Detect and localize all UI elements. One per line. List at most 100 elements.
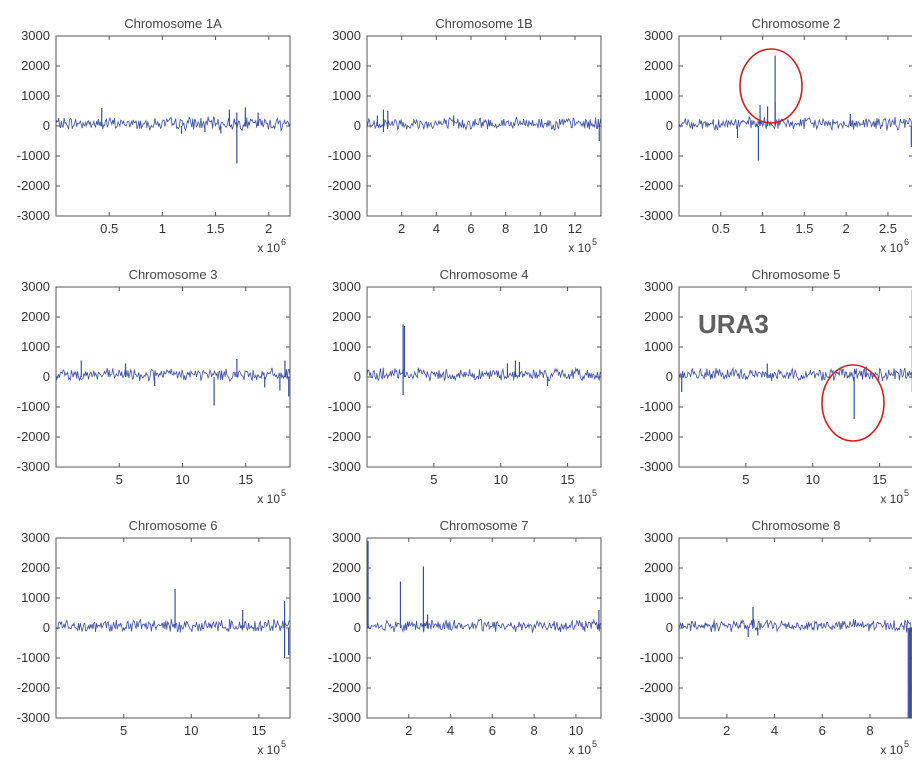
y-tick-label: 1000 bbox=[21, 339, 50, 354]
x-tick-label: 2 bbox=[843, 221, 850, 236]
y-tick-label: 3000 bbox=[21, 279, 50, 294]
y-tick-label: -2000 bbox=[17, 680, 50, 695]
y-tick-label: 1000 bbox=[332, 339, 361, 354]
x-axis-multiplier: x 10 6 bbox=[257, 237, 286, 255]
y-tick-label: 2000 bbox=[332, 309, 361, 324]
x-axis-multiplier: x 10 5 bbox=[880, 739, 909, 757]
y-tick-label: 3000 bbox=[332, 28, 361, 43]
y-tick-label: 1000 bbox=[332, 590, 361, 605]
chromosome-panel-3: Chromosome 2 -3000 -2000 -1000 0 1000 2000 3000… bbox=[640, 16, 912, 255]
y-tick-label: -1000 bbox=[640, 399, 673, 414]
y-tick-label: 0 bbox=[666, 620, 673, 635]
y-tick-label: -1000 bbox=[17, 148, 50, 163]
y-tick-label: -2000 bbox=[640, 429, 673, 444]
x-tick-label: 0.5 bbox=[100, 221, 118, 236]
y-tick-label: -1000 bbox=[328, 399, 361, 414]
x-tick-label: 5 bbox=[120, 723, 127, 738]
signal-trace bbox=[678, 116, 912, 132]
y-tick-label: 0 bbox=[666, 369, 673, 384]
y-tick-label: 2000 bbox=[21, 309, 50, 324]
chromosome-panel-6: Chromosome 5 -3000 -2000 -1000 0 1000 2000 3000… bbox=[640, 267, 912, 506]
highlight-circle bbox=[821, 364, 885, 442]
y-tick-label: 2000 bbox=[644, 560, 673, 575]
multiplier-base: x 10 bbox=[880, 743, 903, 757]
x-tick-label: 10 bbox=[533, 221, 547, 236]
x-tick-label: 15 bbox=[872, 472, 886, 487]
y-tick-label: -3000 bbox=[17, 208, 50, 223]
panel-title: Chromosome 6 bbox=[129, 518, 218, 533]
y-tick-label: 3000 bbox=[332, 530, 361, 545]
multiplier-exponent: 5 bbox=[281, 739, 286, 749]
y-tick-label: -2000 bbox=[328, 429, 361, 444]
multiplier-base: x 10 bbox=[257, 743, 280, 757]
multiplier-exponent: 5 bbox=[281, 488, 286, 498]
multiplier-base: x 10 bbox=[257, 492, 280, 506]
chromosome-panel-2: Chromosome 1B -3000 -2000 -1000 0 1000 2000 300… bbox=[328, 16, 602, 255]
x-tick-label: 15 bbox=[560, 472, 574, 487]
x-tick-label: 2.5 bbox=[879, 221, 897, 236]
y-tick-label: 2000 bbox=[644, 58, 673, 73]
panel-title: Chromosome 1A bbox=[124, 16, 222, 31]
y-tick-label: -1000 bbox=[328, 650, 361, 665]
y-tick-label: -3000 bbox=[328, 208, 361, 223]
y-tick-label: -1000 bbox=[640, 650, 673, 665]
x-tick-label: 4 bbox=[447, 723, 454, 738]
y-tick-label: 1000 bbox=[644, 590, 673, 605]
x-axis-multiplier: x 10 5 bbox=[568, 237, 597, 255]
multiplier-exponent: 5 bbox=[592, 237, 597, 247]
x-tick-label: 5 bbox=[116, 472, 123, 487]
y-tick-label: -3000 bbox=[328, 710, 361, 725]
x-tick-label: 6 bbox=[489, 723, 496, 738]
x-axis-multiplier: x 10 5 bbox=[568, 488, 597, 506]
panel-title: Chromosome 7 bbox=[440, 518, 529, 533]
y-tick-label: 3000 bbox=[644, 28, 673, 43]
multiplier-base: x 10 bbox=[568, 241, 591, 255]
y-tick-label: 1000 bbox=[644, 339, 673, 354]
x-axis-multiplier: x 10 5 bbox=[257, 739, 286, 757]
y-tick-label: 3000 bbox=[644, 279, 673, 294]
y-tick-label: -2000 bbox=[17, 429, 50, 444]
y-tick-label: -3000 bbox=[328, 459, 361, 474]
multiplier-base: x 10 bbox=[880, 492, 903, 506]
x-tick-label: 8 bbox=[502, 221, 509, 236]
x-tick-label: 10 bbox=[493, 472, 507, 487]
x-tick-label: 10 bbox=[569, 723, 583, 738]
y-tick-label: -3000 bbox=[17, 710, 50, 725]
y-tick-label: 3000 bbox=[644, 530, 673, 545]
signal-trace bbox=[55, 116, 291, 132]
y-tick-label: -2000 bbox=[328, 680, 361, 695]
multiplier-exponent: 5 bbox=[904, 739, 909, 749]
x-tick-label: 10 bbox=[184, 723, 198, 738]
x-axis-multiplier: x 10 5 bbox=[568, 739, 597, 757]
multiplier-exponent: 6 bbox=[281, 237, 286, 247]
x-tick-label: 8 bbox=[531, 723, 538, 738]
x-tick-label: 2 bbox=[265, 221, 272, 236]
panel-title: Chromosome 5 bbox=[752, 267, 841, 282]
signal-trace bbox=[366, 618, 602, 633]
y-tick-label: 2000 bbox=[332, 560, 361, 575]
x-tick-label: 1.5 bbox=[795, 221, 813, 236]
y-tick-label: -2000 bbox=[17, 178, 50, 193]
y-tick-label: -2000 bbox=[328, 178, 361, 193]
chromosome-panel-4: Chromosome 3 -3000 -2000 -1000 0 1000 2000 3000… bbox=[17, 267, 291, 506]
x-tick-label: 2 bbox=[398, 221, 405, 236]
y-tick-label: 3000 bbox=[21, 28, 50, 43]
x-tick-label: 10 bbox=[175, 472, 189, 487]
y-tick-label: 0 bbox=[43, 118, 50, 133]
x-tick-label: 2 bbox=[405, 723, 412, 738]
y-tick-label: -1000 bbox=[640, 148, 673, 163]
signal-trace bbox=[55, 618, 291, 633]
multiplier-exponent: 6 bbox=[904, 237, 909, 247]
x-tick-label: 6 bbox=[819, 723, 826, 738]
multiplier-exponent: 5 bbox=[904, 488, 909, 498]
signal-trace bbox=[55, 367, 291, 382]
y-tick-label: 0 bbox=[354, 620, 361, 635]
y-tick-label: 1000 bbox=[21, 88, 50, 103]
y-tick-label: 0 bbox=[43, 620, 50, 635]
multiplier-exponent: 5 bbox=[592, 488, 597, 498]
multiplier-base: x 10 bbox=[257, 241, 280, 255]
y-tick-label: 0 bbox=[43, 369, 50, 384]
y-tick-label: -1000 bbox=[17, 650, 50, 665]
panel-title: Chromosome 1B bbox=[435, 16, 533, 31]
